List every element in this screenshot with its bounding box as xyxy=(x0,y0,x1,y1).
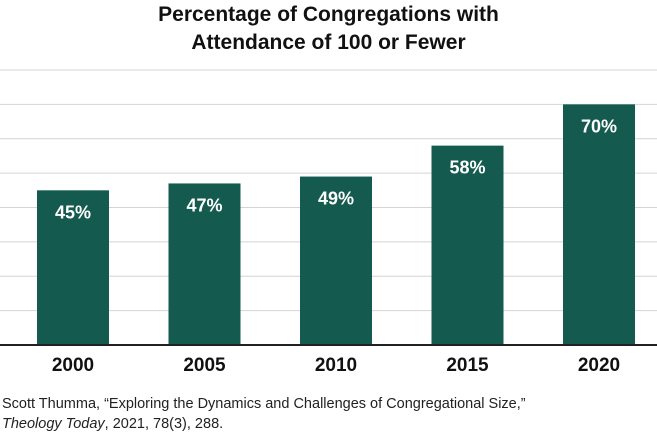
bar-2000 xyxy=(37,190,109,345)
x-tick-2005: 2005 xyxy=(183,355,226,376)
source-details: , 2021, 78(3), 288. xyxy=(104,416,224,432)
x-tick-2015: 2015 xyxy=(446,355,489,376)
bar-chart: 45% 47% 49% 58% 70% 2000 2005 2010 2015 2020 xyxy=(0,69,657,376)
data-label-2010: 49% xyxy=(318,189,354,209)
chart-title-line-2: Attendance of 100 or Fewer xyxy=(191,31,466,54)
chart-title-line-1: Percentage of Congregations with xyxy=(158,3,499,26)
bar-labels: 45% 47% 49% 58% 70% xyxy=(55,116,617,222)
x-tick-2020: 2020 xyxy=(578,355,620,376)
x-tick-2000: 2000 xyxy=(52,355,94,376)
data-label-2000: 45% xyxy=(55,202,91,222)
data-label-2015: 58% xyxy=(449,158,485,178)
bar-2015 xyxy=(431,145,504,345)
data-label-2005: 47% xyxy=(186,195,222,215)
bar-2010 xyxy=(300,176,372,345)
data-label-2020: 70% xyxy=(581,116,617,136)
gridlines xyxy=(0,69,657,312)
source-citation: Scott Thumma, “Exploring the Dynamics an… xyxy=(2,394,652,434)
x-tick-labels: 2000 2005 2010 2015 2020 xyxy=(52,355,620,376)
x-tick-2010: 2010 xyxy=(315,355,357,376)
bar-2005 xyxy=(168,183,241,345)
source-line-1: Scott Thumma, “Exploring the Dynamics an… xyxy=(2,396,526,412)
bar-2020 xyxy=(563,104,635,345)
bars xyxy=(37,104,635,345)
source-line-2: Theology Today, 2021, 78(3), 288. xyxy=(2,414,652,434)
chart-title: Percentage of Congregations with Attenda… xyxy=(0,1,657,57)
source-journal: Theology Today xyxy=(2,416,105,432)
